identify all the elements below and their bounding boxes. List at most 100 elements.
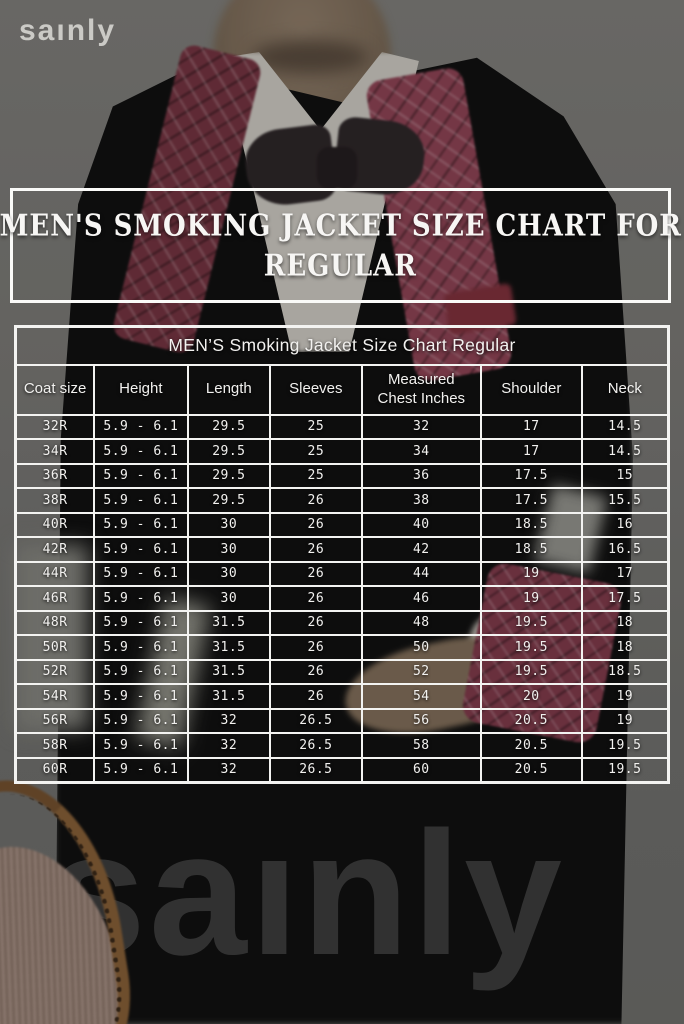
table-cell: 5.9 - 6.1 — [93, 658, 189, 685]
table-cell: 14.5 — [580, 413, 670, 440]
table-cell: 25 — [269, 438, 363, 465]
table-cell: 26 — [269, 634, 363, 661]
table-cell: 5.9 - 6.1 — [93, 732, 189, 759]
table-cell: 26.5 — [269, 707, 363, 734]
table-cell: 38 — [360, 487, 483, 514]
banner-title-line2: REGULAR — [263, 248, 418, 283]
table-row: 46R 5.9 - 6.1 30 26 46 19 17.5 — [14, 585, 670, 612]
table-cell: 32R — [14, 413, 96, 440]
table-cell: 19.5 — [480, 634, 583, 661]
column-header: Length — [186, 363, 272, 416]
table-cell: 52R — [14, 658, 96, 685]
table-row: 50R 5.9 - 6.1 31.5 26 50 19.5 18 — [14, 634, 670, 661]
table-cell: 42R — [14, 536, 96, 563]
table-cell: 40R — [14, 511, 96, 538]
table-row: 58R 5.9 - 6.1 32 26.5 58 20.5 19.5 — [14, 732, 670, 759]
table-cell: 17 — [480, 438, 583, 465]
table-cell: 5.9 - 6.1 — [93, 756, 189, 783]
table-cell: 19 — [580, 683, 670, 710]
table-cell: 16.5 — [580, 536, 670, 563]
table-cell: 5.9 - 6.1 — [93, 536, 189, 563]
table-row: 56R 5.9 - 6.1 32 26.5 56 20.5 19 — [14, 707, 670, 734]
table-title-row: MEN’S Smoking Jacket Size Chart Regular — [14, 325, 670, 366]
table-row: 48R 5.9 - 6.1 31.5 26 48 19.5 18 — [14, 609, 670, 636]
table-cell: 18.5 — [480, 511, 583, 538]
table-cell: 36 — [360, 462, 483, 489]
table-cell: 26.5 — [269, 732, 363, 759]
table-row: 54R 5.9 - 6.1 31.5 26 54 20 19 — [14, 683, 670, 710]
column-header: Shoulder — [480, 363, 583, 416]
title-banner: MEN'S SMOKING JACKET SIZE CHART FOR REGU… — [0, 188, 681, 303]
table-cell: 17.5 — [480, 462, 583, 489]
table-cell: 58 — [360, 732, 483, 759]
table-cell: 42 — [360, 536, 483, 563]
table-row: 42R 5.9 - 6.1 30 26 42 18.5 16.5 — [14, 536, 670, 563]
table-cell: 19.5 — [580, 732, 670, 759]
table-cell: 5.9 - 6.1 — [93, 511, 189, 538]
table-cell: 32 — [360, 413, 483, 440]
table-cell: 5.9 - 6.1 — [93, 683, 189, 710]
table-cell: 50 — [360, 634, 483, 661]
column-header: Measured Chest Inches — [360, 363, 483, 416]
table-cell: 17 — [480, 413, 583, 440]
table-row: 32R 5.9 - 6.1 29.5 25 32 17 14.5 — [14, 413, 670, 440]
table-cell: 31.5 — [186, 609, 272, 636]
table-cell: 50R — [14, 634, 96, 661]
table-cell: 46 — [360, 585, 483, 612]
table-cell: 18.5 — [580, 658, 670, 685]
table-cell: 25 — [269, 462, 363, 489]
table-cell: 34R — [14, 438, 96, 465]
table-cell: 29.5 — [186, 462, 272, 489]
table-cell: 60 — [360, 756, 483, 783]
table-cell: 48 — [360, 609, 483, 636]
table-cell: 40 — [360, 511, 483, 538]
table-cell: 18 — [580, 634, 670, 661]
table-cell: 38R — [14, 487, 96, 514]
table-cell: 31.5 — [186, 683, 272, 710]
table-cell: 20.5 — [480, 707, 583, 734]
table-cell: 18.5 — [480, 536, 583, 563]
table-cell: 5.9 - 6.1 — [93, 609, 189, 636]
banner-title-line1: MEN'S SMOKING JACKET SIZE CHART FOR — [0, 208, 682, 243]
table-header-row: Coat size Height Length Sleeves Measured Che… — [14, 363, 670, 416]
table-cell: 26 — [269, 511, 363, 538]
table-cell: 5.9 - 6.1 — [93, 707, 189, 734]
table-cell: 18 — [580, 609, 670, 636]
table-cell: 26 — [269, 609, 363, 636]
table-cell: 30 — [186, 536, 272, 563]
table-cell: 20.5 — [480, 732, 583, 759]
table-cell: 56R — [14, 707, 96, 734]
table-cell: 5.9 - 6.1 — [93, 585, 189, 612]
table-row: 36R 5.9 - 6.1 29.5 25 36 17.5 15 — [14, 462, 670, 489]
table-cell: 26 — [269, 487, 363, 514]
table-cell: 19.5 — [580, 756, 670, 783]
table-cell: 44R — [14, 560, 96, 587]
table-cell: 31.5 — [186, 634, 272, 661]
table-cell: 46R — [14, 585, 96, 612]
table-cell: 15 — [580, 462, 670, 489]
table-cell: 17.5 — [480, 487, 583, 514]
table-cell: 29.5 — [186, 413, 272, 440]
column-header: Height — [93, 363, 189, 416]
table-cell: 31.5 — [186, 658, 272, 685]
table-cell: 26.5 — [269, 756, 363, 783]
table-cell: 32 — [186, 756, 272, 783]
table-row: 40R 5.9 - 6.1 30 26 40 18.5 16 — [14, 511, 670, 538]
table-cell: 14.5 — [580, 438, 670, 465]
table-cell: 30 — [186, 560, 272, 587]
table-cell: 16 — [580, 511, 670, 538]
size-table-body: 32R 5.9 - 6.1 29.5 25 32 17 14.5 34R 5.9 - 6.1 29… — [14, 413, 670, 783]
brand-logo: saınly — [19, 14, 117, 47]
table-cell: 56 — [360, 707, 483, 734]
table-cell: 36R — [14, 462, 96, 489]
table-cell: 32 — [186, 732, 272, 759]
table-cell: 54R — [14, 683, 96, 710]
table-cell: 19.5 — [480, 609, 583, 636]
table-cell: 26 — [269, 658, 363, 685]
table-cell: 5.9 - 6.1 — [93, 560, 189, 587]
table-row: 60R 5.9 - 6.1 32 26.5 60 20.5 19.5 — [14, 756, 670, 783]
table-cell: 17 — [580, 560, 670, 587]
brand-watermark: saınly — [48, 796, 565, 992]
table-cell: 25 — [269, 413, 363, 440]
